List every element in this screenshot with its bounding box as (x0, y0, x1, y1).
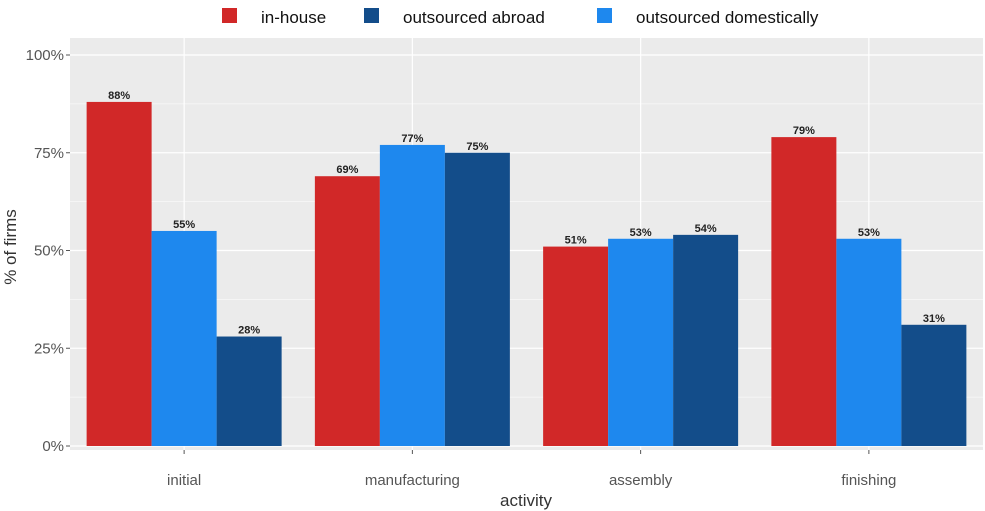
data-label: 77% (401, 133, 423, 145)
bar-assembly-outsourced-domestically (608, 238, 674, 446)
bar-assembly-in-house (543, 246, 609, 446)
legend: in-house outsourced abroad outsourced dome… (222, 8, 819, 27)
data-label: 88% (108, 90, 130, 102)
bars (86, 101, 967, 447)
y-tick-label: 75% (34, 145, 64, 162)
y-tick-label: 25% (34, 340, 64, 357)
bar-manufacturing-outsourced-abroad (444, 152, 510, 446)
bar-finishing-in-house (771, 137, 837, 447)
data-label: 54% (695, 223, 717, 235)
bar-finishing-outsourced-domestically (836, 238, 902, 446)
bar-finishing-outsourced-abroad (901, 324, 967, 446)
x-axis: initial manufacturing assembly finishing (167, 450, 896, 489)
x-tick-label: initial (167, 472, 201, 489)
y-tick-label: 100% (26, 47, 64, 64)
bar-initial-outsourced-domestically (151, 230, 217, 446)
y-tick-label: 0% (42, 438, 64, 455)
x-tick-label: finishing (841, 472, 896, 489)
data-label: 79% (793, 125, 815, 137)
bar-assembly-outsourced-abroad (673, 234, 739, 446)
legend-label: outsourced domestically (636, 8, 819, 27)
data-label: 55% (173, 219, 195, 231)
data-label: 28% (238, 325, 260, 337)
x-axis-title: activity (500, 491, 552, 510)
y-axis: 0% 25% 50% 75% 100% (26, 47, 70, 455)
data-label: 31% (923, 313, 945, 325)
bar-manufacturing-in-house (314, 176, 380, 446)
data-label: 69% (336, 164, 358, 176)
bar-initial-outsourced-abroad (216, 336, 282, 446)
data-label: 53% (858, 227, 880, 239)
legend-swatch (597, 8, 612, 23)
legend-swatch (364, 8, 379, 23)
data-label: 75% (466, 141, 488, 153)
bar-manufacturing-outsourced-domestically (379, 144, 445, 446)
data-label: 51% (565, 235, 587, 247)
y-tick-label: 50% (34, 243, 64, 260)
legend-label: outsourced abroad (403, 8, 545, 27)
bar-initial-in-house (86, 101, 152, 447)
legend-swatch (222, 8, 237, 23)
data-labels: 88% 55% 28% 69% 77% 75% 51% 53% 54% 79% 53% 31% (108, 90, 945, 337)
x-tick-label: assembly (609, 472, 673, 489)
y-axis-title: % of firms (1, 209, 20, 285)
data-label: 53% (630, 227, 652, 239)
legend-label: in-house (261, 8, 326, 27)
x-tick-label: manufacturing (365, 472, 460, 489)
